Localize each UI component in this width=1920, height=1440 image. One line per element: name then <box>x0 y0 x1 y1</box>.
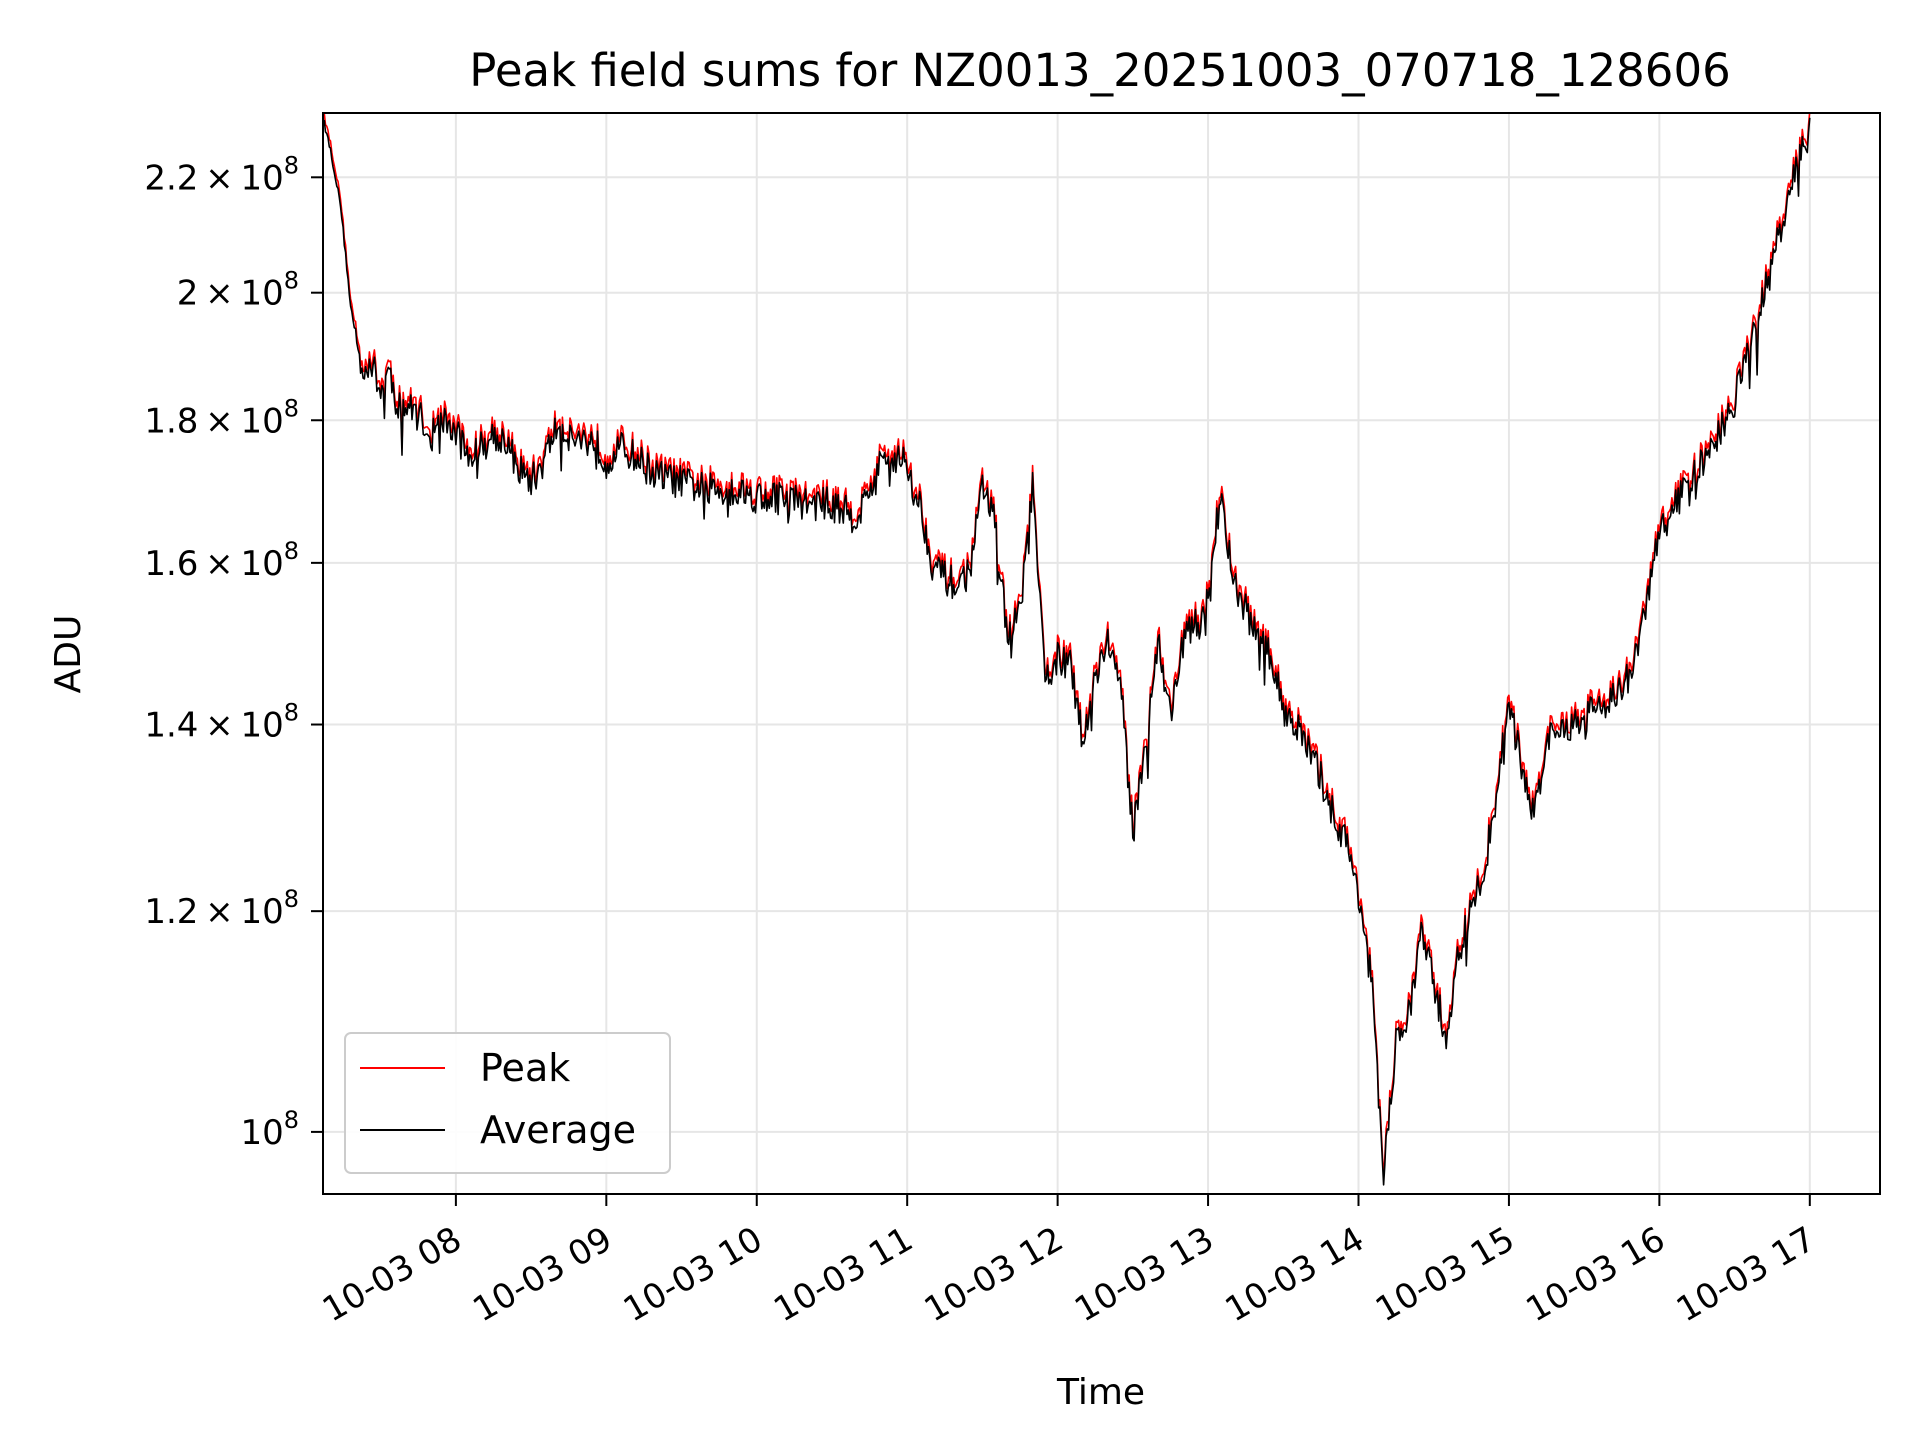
y-tick-label: 2 × 108 <box>177 267 299 314</box>
series-layer <box>323 113 1811 1186</box>
x-tick-label: 10-03 17 <box>1670 1219 1822 1330</box>
y-tick-label: 1.6 × 108 <box>144 537 299 584</box>
chart-title: Peak field sums for NZ0013_20251003_0707… <box>469 44 1730 97</box>
y-axis: 108 1.2 × 108 1.4 × 108 1.6 × 108 1.8 × 108 2… <box>144 151 323 1153</box>
x-tick-label: 10-03 09 <box>466 1219 618 1330</box>
x-axis-label: Time <box>1056 1372 1145 1413</box>
x-tick-label: 10-03 11 <box>767 1219 919 1330</box>
y-tick-label: 1.4 × 108 <box>144 699 299 746</box>
x-tick-label: 10-03 10 <box>617 1219 769 1330</box>
legend-label-average: Average <box>480 1108 636 1152</box>
y-tick-label: 1.8 × 108 <box>144 394 299 441</box>
x-tick-label: 10-03 14 <box>1219 1219 1371 1330</box>
legend-label-peak: Peak <box>480 1046 570 1090</box>
legend: Peak Average <box>344 1032 671 1174</box>
x-tick-label: 10-03 12 <box>918 1219 1070 1330</box>
series-line-peak <box>323 113 1811 1179</box>
y-tick-label: 108 <box>240 1106 299 1153</box>
x-tick-label: 10-03 13 <box>1068 1219 1220 1330</box>
y-tick-label: 1.2 × 108 <box>144 885 299 932</box>
series-line-average <box>323 117 1811 1186</box>
y-tick-label: 2.2 × 108 <box>144 151 299 198</box>
plot-frame <box>322 112 1881 1195</box>
x-tick-label: 10-03 16 <box>1519 1219 1671 1330</box>
y-axis-label: ADU <box>48 615 89 694</box>
x-tick-label: 10-03 15 <box>1369 1219 1521 1330</box>
x-tick-label: 10-03 08 <box>316 1219 468 1330</box>
